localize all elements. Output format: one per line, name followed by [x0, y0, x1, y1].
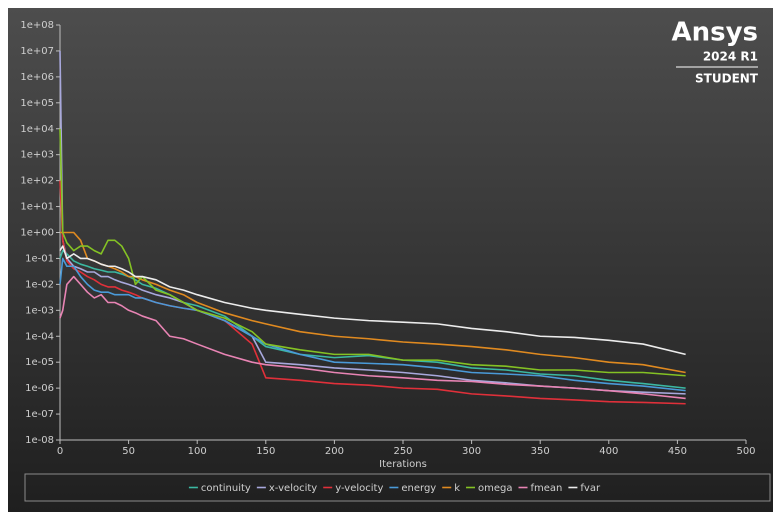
legend: continuity x-velocity y-velocity energy k ome…: [188, 483, 601, 494]
x-tick-label: 50: [122, 446, 135, 457]
legend-label: continuity: [201, 483, 251, 494]
y-tick-label: 1e-04: [25, 331, 54, 342]
x-tick-label: 500: [736, 446, 755, 457]
x-tick-label: 350: [531, 446, 550, 457]
legend-label: energy: [401, 483, 436, 494]
y-tick-label: 1e-07: [25, 409, 54, 420]
x-tick-label: 300: [462, 446, 481, 457]
x-tick-label: 150: [256, 446, 275, 457]
series-line: [59, 257, 686, 392]
y-tick-label: 1e+03: [20, 150, 54, 161]
brand: Ansys: [671, 18, 758, 48]
y-tick-label: 1e+07: [20, 46, 54, 57]
y-tick-label: 1e-03: [25, 305, 54, 316]
x-tick-label: 450: [668, 446, 687, 457]
edition: STUDENT: [695, 72, 759, 86]
legend-label: y-velocity: [335, 483, 383, 494]
y-tick-label: 1e+01: [20, 202, 54, 213]
y-tick-label: 1e+02: [20, 176, 54, 187]
y-tick-label: 1e+00: [20, 228, 54, 239]
y-tick-label: 1e-08: [25, 435, 54, 446]
y-tick-label: 1e-01: [25, 253, 54, 264]
y-tick-label: 1e+05: [20, 98, 54, 109]
y-tick-label: 1e+04: [20, 124, 54, 135]
background: [8, 8, 773, 512]
x-tick-label: 400: [599, 446, 618, 457]
y-tick-label: 1e-05: [25, 357, 54, 368]
x-tick-label: 0: [57, 446, 63, 457]
legend-label: fmean: [531, 483, 563, 494]
x-axis-title: Iterations: [379, 459, 427, 470]
series-line: [59, 245, 686, 356]
y-tick-label: 1e-02: [25, 279, 54, 290]
legend-label: k: [454, 483, 460, 494]
legend-label: x-velocity: [269, 483, 317, 494]
x-tick-label: 250: [393, 446, 412, 457]
legend-label: omega: [478, 483, 513, 494]
version: 2024 R1: [703, 50, 758, 64]
y-tick-label: 1e-06: [25, 383, 54, 394]
legend-label: fvar: [580, 483, 601, 494]
series-line: [59, 275, 686, 400]
y-tick-label: 1e+08: [20, 20, 54, 31]
legend-box: [24, 473, 771, 502]
y-tick-label: 1e+06: [20, 72, 54, 83]
x-tick-label: 100: [188, 446, 207, 457]
x-tick-label: 200: [325, 446, 344, 457]
series-line: [59, 128, 686, 377]
